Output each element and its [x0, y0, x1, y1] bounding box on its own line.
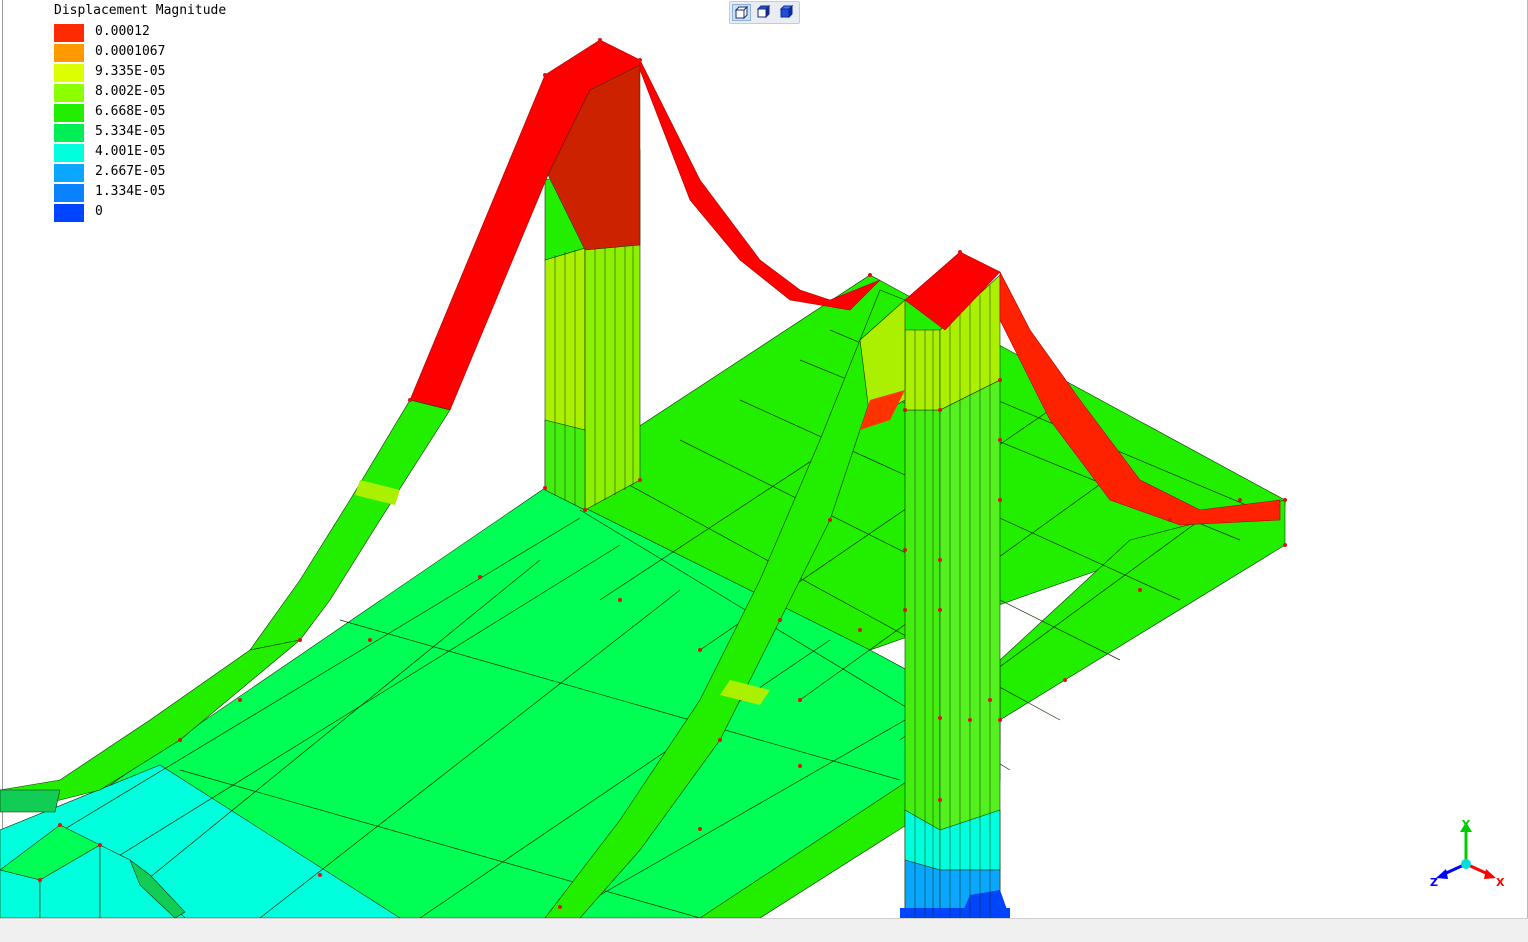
solid-view-button[interactable]: [778, 4, 797, 21]
cable-left-main: [0, 39, 881, 813]
shaded-edges-cube-icon: [756, 4, 771, 19]
legend-swatch: [54, 24, 84, 42]
legend-swatch: [54, 124, 84, 142]
legend-swatch: [54, 184, 84, 202]
view-mode-toolbar: [729, 1, 800, 24]
legend-value-label: 9.335E-05: [95, 64, 166, 79]
legend-value-label: 8.002E-05: [95, 84, 166, 99]
legend-swatch: [54, 164, 84, 182]
legend-value-label: 6.668E-05: [95, 104, 166, 119]
legend-swatch: [54, 64, 84, 82]
legend-title: Displacement Magnitude: [54, 3, 227, 18]
z-axis-label: Z: [1430, 876, 1438, 889]
axis-triad: Y X Z: [1430, 818, 1505, 889]
legend-value-label: 0.00012: [95, 24, 150, 39]
color-legend: Displacement Magnitude 0.00012 0.0001067 9…: [54, 2, 227, 222]
fem-model-scene[interactable]: [0, 0, 1528, 918]
legend-swatch: [54, 104, 84, 122]
legend-swatch: [54, 204, 84, 222]
mesh-nodes: [38, 38, 1287, 909]
wireframe-cube-icon: [734, 5, 749, 20]
legend-swatch: [54, 144, 84, 162]
legend-value-label: 0: [95, 204, 103, 219]
legend-value-label: 1.334E-05: [95, 184, 166, 199]
legend-value-label: 5.334E-05: [95, 124, 166, 139]
legend-swatch: [54, 44, 84, 62]
x-axis-label: X: [1496, 876, 1505, 889]
legend-value-label: 4.001E-05: [95, 144, 166, 159]
triad-origin: [1461, 859, 1471, 869]
legend-value-label: 0.0001067: [95, 44, 166, 59]
legend-swatch: [54, 84, 84, 102]
cable-right-main: [544, 251, 1281, 918]
tower-right: [900, 274, 1010, 918]
wireframe-view-button[interactable]: [732, 4, 751, 21]
shaded-edges-view-button[interactable]: [755, 4, 774, 21]
left-structure: [0, 824, 186, 918]
status-bar: [0, 918, 1528, 942]
model-viewport[interactable]: Displacement Magnitude 0.00012 0.0001067 9…: [0, 0, 1528, 918]
viewport-border: [2, 0, 3, 918]
y-axis-label: Y: [1461, 818, 1471, 831]
legend-value-label: 2.667E-05: [95, 164, 166, 179]
solid-cube-icon: [779, 4, 794, 19]
